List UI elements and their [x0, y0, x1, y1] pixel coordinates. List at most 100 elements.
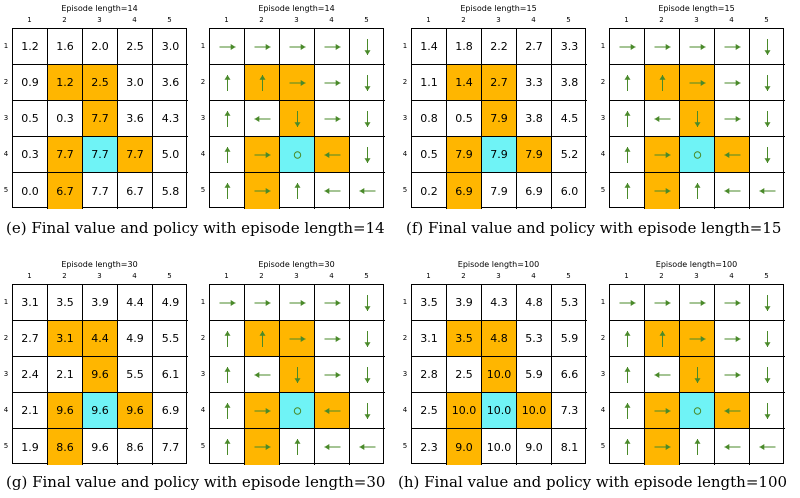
value-cell: 3.5	[48, 285, 83, 321]
policy-arrow-up	[224, 111, 231, 127]
policy-arrow-right	[654, 300, 671, 306]
policy-arrow-down	[764, 111, 771, 127]
policy-arrow-down	[764, 147, 771, 163]
policy-arrow-down	[364, 331, 371, 347]
policy-cell	[680, 393, 715, 429]
value-cell: 0.5	[13, 101, 48, 137]
policy-cell	[280, 285, 315, 321]
value-cell: 4.9	[118, 321, 153, 357]
policy-arrow-down	[764, 403, 771, 419]
policy-cell	[750, 137, 785, 173]
value-cell: 2.3	[412, 429, 447, 465]
row-label: 1	[600, 298, 606, 306]
policy-grid-panel-4: Episode length=100 1 2 3 4 5 1 2 3 4 5	[601, 260, 785, 474]
value-cell: 4.5	[552, 101, 587, 137]
policy-cell	[680, 321, 715, 357]
policy-grid-panel-2: Episode length=15 1 2 3 4 5 1 2 3 4 5	[601, 4, 785, 218]
policy-cell	[210, 65, 245, 101]
row-label: 2	[200, 334, 206, 342]
policy-cell	[210, 321, 245, 357]
policy-cell	[610, 285, 645, 321]
column-label: 3	[694, 272, 699, 280]
policy-cell	[210, 29, 245, 65]
policy-cell	[350, 285, 385, 321]
value-cell: 4.4	[83, 321, 118, 357]
policy-arrow-up	[659, 331, 666, 347]
value-cell: 9.6	[83, 357, 118, 393]
policy-arrow-up	[624, 183, 631, 199]
policy-grid	[209, 284, 385, 465]
policy-arrow-up	[224, 367, 231, 383]
column-label: 3	[97, 16, 102, 24]
figure-caption: (f) Final value and policy with episode …	[406, 219, 782, 237]
row-label: 4	[200, 150, 206, 158]
policy-arrow-up	[224, 439, 231, 455]
policy-arrow-right	[254, 44, 271, 50]
policy-arrow-right	[254, 300, 271, 306]
row-label: 3	[600, 370, 606, 378]
policy-cell	[680, 101, 715, 137]
policy-cell	[245, 429, 280, 465]
value-cell: 7.7	[83, 173, 118, 209]
value-cell: 9.6	[83, 393, 118, 429]
row-label: 3	[3, 370, 9, 378]
policy-arrow-down	[294, 367, 301, 383]
value-cell: 10.0	[482, 357, 517, 393]
panel-title: Episode length=15	[460, 4, 537, 13]
policy-arrow-up	[659, 75, 666, 91]
policy-arrow-right	[724, 336, 741, 342]
value-cell: 4.3	[153, 101, 188, 137]
value-grid-panel-4: Episode length=100 1 2 3 4 5 1 2 3 4 5 3.5 3.9 4.3 4.8…	[403, 260, 587, 474]
policy-cell	[280, 429, 315, 465]
value-cell: 0.5	[412, 137, 447, 173]
row-label: 2	[600, 334, 606, 342]
policy-arrow-up	[694, 439, 701, 455]
policy-cell	[680, 137, 715, 173]
column-label: 2	[659, 272, 664, 280]
value-cell: 3.0	[153, 29, 188, 65]
value-cell: 3.8	[552, 65, 587, 101]
value-cell: 5.3	[552, 285, 587, 321]
policy-cell	[350, 393, 385, 429]
policy-cell	[315, 357, 350, 393]
policy-cell	[280, 65, 315, 101]
policy-arrow-up	[224, 403, 231, 419]
value-cell: 3.1	[412, 321, 447, 357]
policy-cell	[750, 429, 785, 465]
policy-cell	[315, 137, 350, 173]
policy-cell	[245, 285, 280, 321]
policy-arrow-down	[364, 75, 371, 91]
policy-cell	[210, 173, 245, 209]
policy-cell	[715, 429, 750, 465]
policy-arrow-right	[254, 408, 271, 414]
value-cell: 2.5	[447, 357, 482, 393]
policy-arrow-up	[259, 75, 266, 91]
value-cell: 3.3	[517, 65, 552, 101]
policy-arrow-up	[224, 75, 231, 91]
policy-cell	[315, 393, 350, 429]
value-cell: 5.5	[153, 321, 188, 357]
policy-cell	[610, 173, 645, 209]
policy-cell	[645, 285, 680, 321]
policy-grid	[209, 28, 385, 209]
policy-cell	[750, 65, 785, 101]
figure-caption: (h) Final value and policy with episode …	[398, 473, 788, 491]
policy-arrow-left	[654, 116, 671, 122]
policy-arrow-right	[254, 188, 271, 194]
row-label: 1	[402, 42, 408, 50]
figure-caption: (e) Final value and policy with episode …	[6, 219, 385, 237]
policy-arrow-left	[359, 444, 376, 450]
policy-cell	[645, 429, 680, 465]
value-cell: 7.7	[161, 440, 180, 454]
value-cell: 2.2	[482, 29, 517, 65]
policy-cell	[610, 137, 645, 173]
policy-cell	[715, 101, 750, 137]
policy-arrow-right	[619, 300, 636, 306]
policy-cell	[750, 101, 785, 137]
value-cell: 3.3	[552, 29, 587, 65]
column-label: 5	[764, 272, 769, 280]
row-label: 5	[3, 442, 9, 450]
policy-cell	[350, 137, 385, 173]
value-cell: 2.1	[48, 357, 83, 393]
policy-arrow-left	[759, 444, 776, 450]
